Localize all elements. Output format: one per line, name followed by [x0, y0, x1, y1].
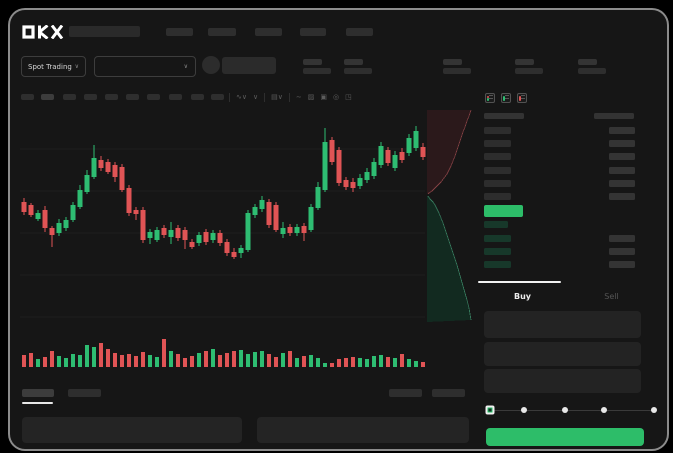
slider-stop-dot[interactable] [562, 407, 568, 413]
search-placeholder[interactable] [69, 26, 140, 37]
nav-item-placeholder[interactable] [255, 28, 282, 36]
toolbar-divider [229, 92, 230, 102]
ask-price-row[interactable] [484, 193, 511, 200]
ask-total-row[interactable] [609, 167, 635, 174]
timeframe-button[interactable] [41, 94, 54, 100]
slider-stop-dot[interactable] [601, 407, 607, 413]
timeframe-button[interactable] [147, 94, 160, 100]
bid-price-row[interactable] [484, 248, 511, 255]
nav-item-placeholder[interactable] [346, 28, 373, 36]
bottom-content-placeholder[interactable] [22, 417, 242, 443]
toolbar-divider [264, 92, 266, 102]
nav-item-placeholder[interactable] [208, 28, 236, 36]
last-price-indicator[interactable] [484, 205, 523, 217]
bottom-content-placeholder[interactable] [257, 417, 469, 443]
timeframe-button[interactable] [169, 94, 182, 100]
amount-slider-track[interactable] [490, 410, 654, 411]
ask-total-row[interactable] [609, 180, 635, 187]
buy-submit-button[interactable] [486, 428, 644, 446]
timeframe-button[interactable] [211, 94, 224, 100]
order-input-field[interactable] [484, 369, 641, 393]
orderbook-header-left [484, 113, 524, 119]
book-asks-view-icon[interactable] [517, 93, 527, 103]
candlestick-chart[interactable] [20, 108, 476, 372]
okx-logo [22, 25, 64, 39]
app-window: Spot Trading ∨ ∨ ∿∨ ∨ ▤∨ ∼ ▨ ▣ ◎ ◳ Buy Sell [8, 8, 669, 451]
volume-layer [22, 339, 425, 367]
ask-price-row[interactable] [484, 180, 511, 187]
order-input-field[interactable] [484, 311, 641, 338]
chart-settings-icon[interactable]: ◎ [333, 92, 340, 101]
slider-handle[interactable] [485, 405, 495, 415]
timeframe-button[interactable] [126, 94, 139, 100]
trade-tabs: Buy Sell [478, 288, 656, 304]
trendline-tool-icon[interactable]: ∼ [295, 92, 302, 101]
bid-total-row[interactable] [609, 248, 635, 255]
pair-search-dropdown[interactable]: ∨ [94, 56, 196, 77]
indicators-icon[interactable]: ▤∨ [271, 92, 283, 101]
timeframe-button[interactable] [63, 94, 76, 100]
pair-name-placeholder[interactable] [222, 57, 276, 74]
coin-avatar [202, 56, 220, 74]
slider-stop-dot[interactable] [521, 407, 527, 413]
ask-price-row[interactable] [484, 140, 511, 147]
bottom-tab-indicator [22, 402, 53, 404]
timeframe-button[interactable] [191, 94, 204, 100]
market-type-label: Spot Trading [28, 62, 72, 71]
ask-price-row[interactable] [484, 127, 511, 134]
nav-item-placeholder[interactable] [300, 28, 326, 36]
drawing-tools-icon[interactable]: ▨ [307, 92, 315, 101]
ask-price-row[interactable] [484, 167, 511, 174]
slider-stop-dot[interactable] [651, 407, 657, 413]
timeframe-button[interactable] [105, 94, 118, 100]
bottom-action-placeholder[interactable] [389, 389, 422, 397]
tab-buy[interactable]: Buy [513, 291, 531, 301]
ask-total-row[interactable] [609, 127, 635, 134]
nav-item-placeholder[interactable] [166, 28, 193, 36]
ask-total-row[interactable] [609, 193, 635, 200]
order-input-field[interactable] [484, 342, 641, 366]
market-type-selector[interactable]: Spot Trading ∨ [21, 56, 86, 77]
orderbook-header-right [594, 113, 634, 119]
bid-price-row[interactable] [484, 221, 508, 228]
bottom-action-placeholder[interactable] [432, 389, 465, 397]
chevron-down-icon[interactable]: ∨ [253, 92, 259, 101]
timeframe-button[interactable] [84, 94, 97, 100]
candle-style-icon[interactable]: ∿∨ [236, 92, 247, 101]
snapshot-icon[interactable]: ▣ [320, 92, 327, 101]
candles-layer [21, 126, 426, 259]
ask-total-row[interactable] [609, 140, 635, 147]
chevron-down-icon: ∨ [74, 62, 79, 70]
toolbar-divider [288, 92, 290, 102]
bid-total-row[interactable] [609, 261, 635, 268]
chart-tools: ∿∨ ∨ ▤∨ ∼ ▨ ▣ ◎ ◳ [229, 91, 352, 103]
tab-sell[interactable]: Sell [604, 291, 619, 301]
bottom-tab[interactable] [68, 389, 101, 397]
chevron-down-icon: ∨ [183, 62, 188, 70]
active-tab-indicator [478, 281, 561, 283]
bid-price-row[interactable] [484, 261, 511, 268]
book-bids-view-icon[interactable] [501, 93, 511, 103]
book-split-view-icon[interactable] [485, 93, 495, 103]
depth-chart [427, 109, 472, 322]
ask-total-row[interactable] [609, 153, 635, 160]
bid-total-row[interactable] [609, 235, 635, 242]
gridlines [20, 148, 425, 318]
bid-price-row[interactable] [484, 235, 511, 242]
timeframe-button[interactable] [21, 94, 34, 100]
ask-price-row[interactable] [484, 153, 511, 160]
fullscreen-icon[interactable]: ◳ [345, 92, 352, 101]
bottom-tab[interactable] [22, 389, 54, 397]
